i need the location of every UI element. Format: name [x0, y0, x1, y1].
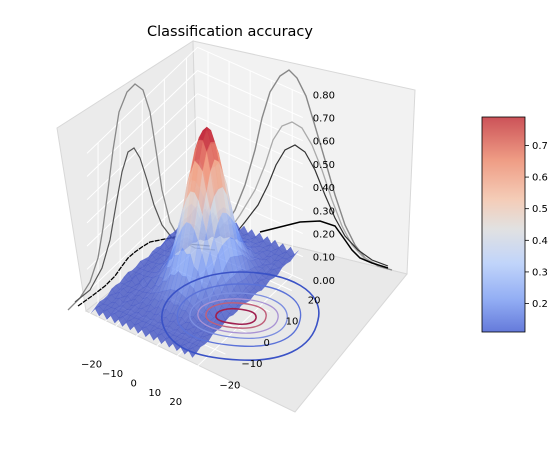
colorbar	[481, 116, 526, 333]
tick-label: −10	[241, 359, 262, 370]
tick-label: −20	[219, 380, 240, 391]
contour-level-5	[205, 302, 267, 329]
tick-label: 0.5	[532, 204, 548, 215]
contour-level-3	[189, 292, 288, 340]
tick-label: 0.4	[532, 236, 548, 247]
tick-label: 0.60	[313, 137, 335, 148]
tick-label: 0.7	[532, 141, 548, 152]
tick-label: 0.20	[313, 230, 335, 241]
tick-label: 0.40	[313, 183, 335, 194]
tick-label: 20	[169, 397, 182, 408]
tick-label: 0.00	[313, 276, 335, 287]
tick-label: −10	[102, 369, 123, 380]
x-axis-ticks: −20−10 0 10 20	[81, 360, 182, 409]
contour-level-2	[176, 283, 302, 347]
contour-level-6	[215, 307, 257, 326]
tick-label: 0.30	[313, 206, 335, 217]
tick-label: 0	[264, 338, 270, 349]
chart-title: Classification accuracy	[147, 24, 313, 40]
xz-projection-outer	[67, 83, 216, 311]
tick-label: 10	[148, 388, 161, 399]
tick-label: 0.6	[532, 173, 548, 184]
tick-label: 0.50	[313, 160, 335, 171]
tick-label: 0	[130, 378, 136, 389]
yz-projection-base	[259, 220, 389, 269]
tick-label: 10	[286, 317, 299, 328]
contour-level-4	[197, 298, 279, 334]
tick-label: −20	[81, 360, 102, 371]
tick-label: 0.2	[532, 299, 548, 310]
y-axis-ticks: −20−100 10 20	[219, 296, 320, 392]
tick-label: 0.10	[313, 253, 335, 264]
contour-level-1	[161, 271, 320, 361]
yz-projection-mid	[224, 121, 381, 267]
xz-projection-inner	[74, 147, 211, 303]
yz-projection-inner	[231, 144, 389, 267]
tick-label: 0.80	[313, 90, 335, 101]
tick-label: 0.70	[313, 114, 335, 125]
tick-label: 20	[308, 296, 321, 307]
yz-projection-outer	[214, 69, 393, 271]
floor-contours	[161, 271, 320, 361]
tick-label: 0.3	[532, 267, 548, 278]
colorbar-ticks: 0.2 0.3 0.4 0.5 0.6 0.7	[525, 141, 548, 310]
z-axis-ticks: 0.00 0.10 0.20 0.30 0.40 0.50 0.60 0.70 0.80	[313, 90, 335, 287]
